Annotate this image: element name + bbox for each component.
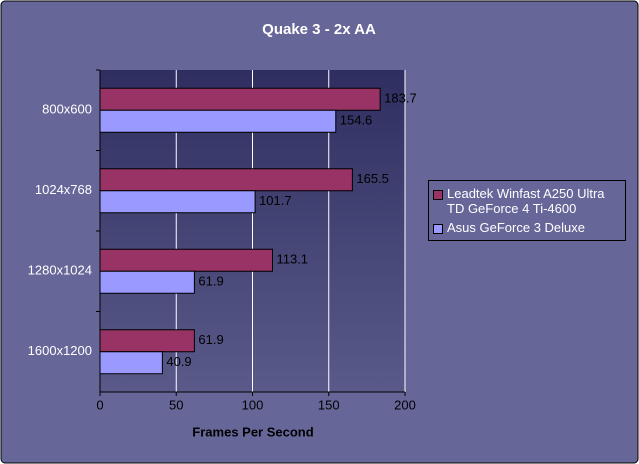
- bar: [99, 190, 256, 214]
- legend-item: Leadtek Winfast A250 Ultra TD GeForce 4 …: [429, 184, 625, 218]
- y-tick-label: 1024x768: [35, 182, 92, 197]
- data-label: 165.5: [356, 171, 389, 186]
- bar: [99, 270, 195, 294]
- x-axis-title: Frames Per Second: [192, 424, 313, 439]
- bar: [99, 168, 353, 192]
- bar: [99, 87, 381, 111]
- data-label: 113.1: [276, 252, 308, 267]
- y-tick-label: 1280x1024: [28, 263, 92, 278]
- y-tick-label: 800x600: [42, 102, 92, 117]
- legend-swatch: [433, 224, 443, 234]
- x-tick-label: 150: [318, 397, 340, 412]
- legend-item: Asus GeForce 3 Deluxe: [429, 218, 625, 237]
- x-tick-label: 200: [394, 397, 416, 412]
- bar: [99, 329, 195, 353]
- bar: [99, 248, 273, 272]
- legend-label: Leadtek Winfast A250 Ultra TD GeForce 4 …: [447, 186, 605, 216]
- y-tick-label: 1600x1200: [28, 343, 92, 358]
- legend-swatch: [433, 190, 443, 200]
- data-label: 154.6: [340, 113, 373, 128]
- x-tick-label: 0: [96, 397, 103, 412]
- legend: Leadtek Winfast A250 Ultra TD GeForce 4 …: [428, 180, 626, 241]
- data-label: 40.9: [166, 354, 191, 369]
- data-label: 183.7: [384, 91, 417, 106]
- legend-label: Asus GeForce 3 Deluxe: [447, 220, 586, 235]
- x-tick-label: 100: [242, 397, 264, 412]
- data-label: 61.9: [198, 274, 223, 289]
- bar: [99, 351, 163, 375]
- data-label: 101.7: [259, 193, 292, 208]
- data-label: 61.9: [198, 332, 223, 347]
- chart-title: Quake 3 - 2x AA: [262, 21, 376, 38]
- x-tick-label: 50: [169, 397, 183, 412]
- bar: [99, 109, 337, 133]
